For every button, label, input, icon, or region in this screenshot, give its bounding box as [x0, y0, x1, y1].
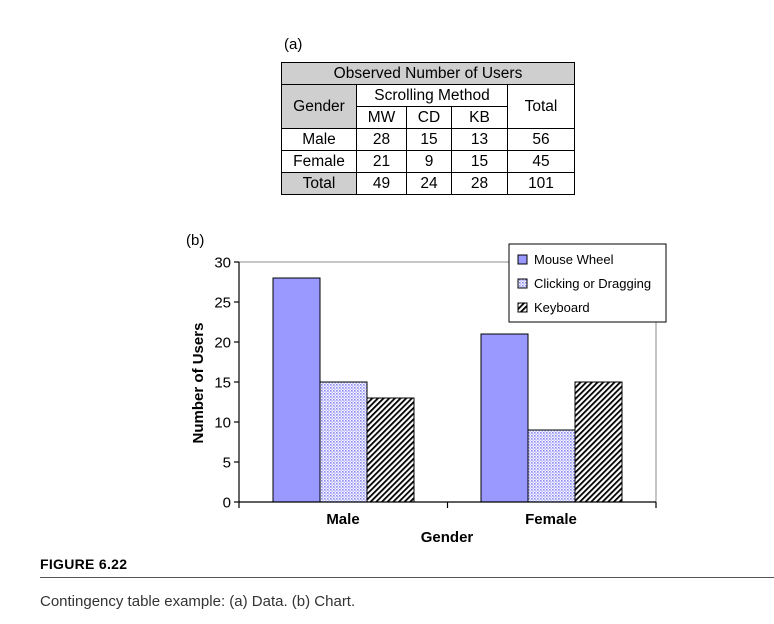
legend-swatch-clicking-or-dragging	[517, 278, 528, 289]
y-tick-label: 25	[214, 295, 231, 312]
gender-header: Gender	[281, 84, 357, 129]
table-cell: 15	[406, 128, 452, 151]
y-tick-label: 10	[214, 415, 231, 432]
figure-caption: Contingency table example: (a) Data. (b)…	[40, 593, 356, 610]
legend-label-clicking-or-dragging: Clicking or Dragging	[534, 276, 651, 291]
bar-clicking-or-dragging-male	[319, 381, 368, 503]
legend-swatch-keyboard	[517, 302, 528, 313]
chart-panel-label: (b)	[186, 232, 205, 249]
x-axis-title: Gender	[421, 529, 474, 546]
y-tick-label: 20	[214, 335, 231, 352]
row-total: 101	[507, 172, 575, 195]
table-title: Observed Number of Users	[281, 62, 575, 85]
figure-divider	[40, 577, 774, 578]
y-tick-label: 15	[214, 375, 231, 392]
contingency-table: Observed Number of Users Gender Scrollin…	[281, 62, 575, 195]
row-label: Male	[281, 128, 357, 151]
legend-label-keyboard: Keyboard	[534, 300, 590, 315]
y-axis-title: Number of Users	[190, 323, 207, 444]
y-tick-label: 0	[223, 495, 231, 512]
table-cell: 24	[406, 172, 452, 195]
bar-clicking-or-dragging-female	[527, 429, 576, 503]
table-panel-label: (a)	[284, 36, 303, 53]
y-tick-label: 5	[223, 455, 231, 472]
bar-keyboard-female	[574, 381, 623, 503]
table-cell: 15	[451, 150, 508, 173]
table-row: Total 49 24 28 101	[281, 172, 575, 195]
y-tick-label: 30	[214, 255, 231, 272]
row-label: Total	[281, 172, 357, 195]
bar-chart: 0 5 10 15 20 25 30 Male Female Gender Number of Us…	[190, 243, 667, 546]
table-row: Female 21 9 15 45	[281, 150, 575, 173]
column-header-mw: MW	[356, 106, 407, 129]
bar-keyboard-male	[366, 397, 415, 503]
x-tick-label-female: Female	[525, 511, 577, 528]
x-tick-label-male: Male	[326, 511, 359, 528]
table-row: Male 28 15 13 56	[281, 128, 575, 151]
bar-mouse-wheel-male	[272, 277, 321, 503]
row-label: Female	[281, 150, 357, 173]
legend-label-mouse-wheel: Mouse Wheel	[534, 252, 614, 267]
table-cell: 49	[356, 172, 407, 195]
bar-mouse-wheel-female	[480, 333, 529, 503]
legend-swatch-mouse-wheel	[517, 254, 528, 265]
total-header: Total	[507, 84, 575, 129]
legend-box	[508, 243, 667, 323]
figure-label: FIGURE 6.22	[40, 556, 128, 572]
